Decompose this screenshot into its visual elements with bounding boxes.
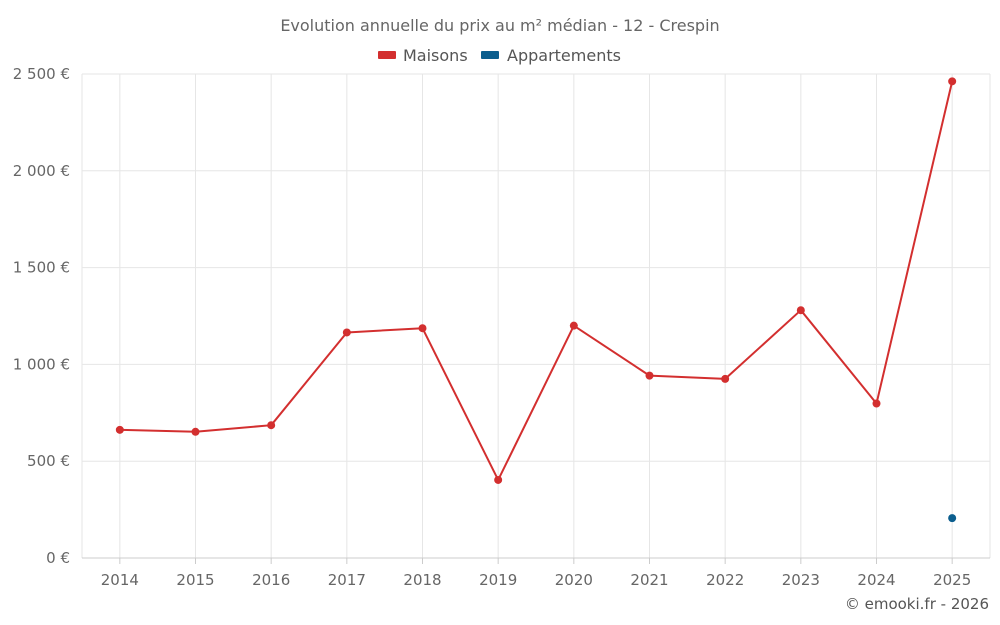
x-tick-label: 2015 [176,571,214,589]
x-tick-label: 2024 [857,571,895,589]
data-point-maisons[interactable] [191,427,200,436]
y-tick-label: 500 € [27,452,70,470]
x-tick-label: 2020 [555,571,593,589]
y-tick-label: 1 500 € [13,259,70,277]
data-point-maisons[interactable] [267,421,276,430]
data-point-maisons[interactable] [494,475,503,484]
data-point-maisons[interactable] [342,328,351,337]
data-point-maisons[interactable] [115,425,124,434]
data-point-maisons[interactable] [418,324,427,333]
y-axis: 0 € 500 € 1 000 € 1 500 € 2 000 € 2 500 € [13,65,70,567]
data-point-maisons[interactable] [721,374,730,383]
credit-text: © emooki.fr - 2026 [845,595,989,613]
legend-swatch-maisons [378,51,396,59]
grid [81,73,991,558]
legend-item-maisons[interactable]: Maisons [378,46,468,65]
y-tick-label: 0 € [46,549,70,567]
legend-swatch-appartements [481,51,499,59]
x-tick-label: 2018 [403,571,441,589]
legend-label-appartements: Appartements [507,46,621,65]
plot-area [115,77,957,523]
y-tick-label: 2 000 € [13,162,70,180]
y-tick-label: 1 000 € [13,355,70,373]
data-point-maisons[interactable] [872,399,881,408]
series-line-maisons [119,81,954,481]
y-tick-label: 2 500 € [13,65,70,83]
data-point-maisons[interactable] [645,371,654,380]
legend-item-appartements[interactable]: Appartements [481,46,621,65]
data-point-maisons[interactable] [796,306,805,315]
x-tick-label: 2019 [479,571,517,589]
x-axis: 2014 2015 2016 2017 2018 2019 2020 2021 2022 2023… [82,557,990,589]
x-tick-label: 2016 [252,571,290,589]
legend: Maisons Appartements [378,46,621,65]
legend-label-maisons: Maisons [403,46,468,65]
data-point-maisons[interactable] [569,321,578,330]
x-tick-label: 2025 [933,571,971,589]
x-tick-label: 2017 [328,571,366,589]
x-tick-label: 2021 [630,571,668,589]
x-tick-label: 2014 [101,571,139,589]
data-point-maisons[interactable] [948,77,957,86]
x-tick-label: 2023 [782,571,820,589]
chart-title: Evolution annuelle du prix au m² médian … [280,16,719,35]
data-point-appartements[interactable] [948,514,957,523]
x-tick-label: 2022 [706,571,744,589]
